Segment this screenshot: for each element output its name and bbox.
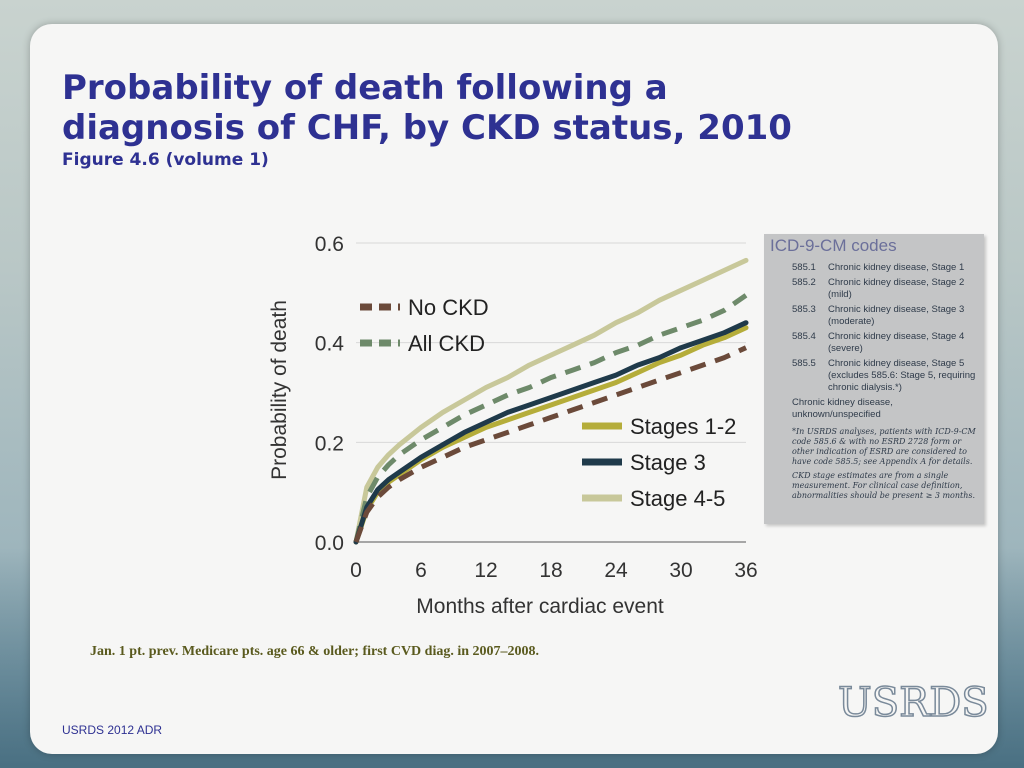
- usrds-logo: USRDS: [837, 679, 989, 727]
- x-tick-label: 0: [350, 559, 362, 582]
- x-tick-label: 18: [539, 559, 562, 582]
- x-tick-label: 12: [474, 559, 497, 582]
- code-row: 585.3 Chronic kidney disease, Stage 3 (m…: [792, 304, 984, 328]
- code-description: Chronic kidney disease, Stage 3 (moderat…: [828, 304, 965, 327]
- legend-label: No CKD: [408, 295, 489, 320]
- code-row: 585.5 Chronic kidney disease, Stage 5 (e…: [792, 358, 984, 394]
- legend-label: Stage 4-5: [630, 486, 725, 511]
- series-line-stage-4-5: [353, 257, 749, 545]
- series-line-no-ckd: [353, 345, 748, 543]
- y-tick-label: 0.4: [315, 333, 345, 356]
- y-tick-label: 0.2: [315, 432, 344, 455]
- code-row: 585.2 Chronic kidney disease, Stage 2 (m…: [792, 277, 984, 301]
- codes-panel-title: ICD-9-CM codes: [770, 236, 897, 255]
- icd-codes-panel: ICD-9-CM codes 585.1 Chronic kidney dise…: [764, 234, 984, 524]
- code-number: 585.5: [792, 358, 816, 369]
- code-description: Chronic kidney disease, Stage 2 (mild): [828, 277, 965, 300]
- series-line-all-ckd: [353, 293, 748, 543]
- legend-label: All CKD: [408, 331, 485, 356]
- codes-list: 585.1 Chronic kidney disease, Stage 1 58…: [764, 262, 984, 394]
- codes-note-stage-estimates: CKD stage estimates are from a single me…: [792, 471, 976, 500]
- y-axis-label: Probability of death: [268, 300, 291, 480]
- chart-footnote: Jan. 1 pt. prev. Medicare pts. age 66 & …: [90, 644, 540, 659]
- codes-note-esrd: *In USRDS analyses, patients with ICD-9-…: [792, 427, 976, 466]
- code-unspecified: Chronic kidney disease, unknown/unspecif…: [792, 397, 893, 420]
- legend-label: Stage 3: [630, 450, 706, 475]
- chart-legend: No CKD All CKD Stages 1-2 Stage 3 Stage 4-5: [360, 295, 736, 511]
- code-description: Chronic kidney disease, Stage 1: [828, 262, 965, 273]
- chart-ticks: 0.0 0.2 0.4 0.6 0 6 12 18 24 30 36: [315, 233, 758, 582]
- slide-subtitle: Figure 4.6 (volume 1): [62, 150, 269, 170]
- code-number: 585.3: [792, 304, 816, 315]
- x-tick-label: 36: [734, 559, 757, 582]
- y-tick-label: 0.6: [315, 233, 344, 256]
- code-description: Chronic kidney disease, Stage 5 (exclude…: [828, 358, 976, 393]
- line-chart: 0.0 0.2 0.4 0.6 0 6 12 18 24 30 36 No CKD All CKD St…: [268, 233, 758, 618]
- x-tick-label: 24: [604, 559, 628, 582]
- series-line-stage-3: [353, 320, 749, 545]
- y-tick-label: 0.0: [315, 532, 344, 555]
- slide-title: Probability of death following a diagnos…: [62, 68, 792, 148]
- chart-series: [353, 257, 749, 545]
- chart-grid: [356, 242, 746, 543]
- code-row: 585.1 Chronic kidney disease, Stage 1: [792, 262, 984, 274]
- code-number: 585.2: [792, 277, 816, 288]
- footer-label: USRDS 2012 ADR: [62, 723, 163, 737]
- code-number: 585.1: [792, 262, 816, 273]
- x-axis-label: Months after cardiac event: [416, 595, 664, 618]
- x-tick-label: 6: [415, 559, 427, 582]
- legend-label: Stages 1-2: [630, 414, 736, 439]
- code-number: 585.4: [792, 331, 816, 342]
- code-description: Chronic kidney disease, Stage 4 (severe): [828, 331, 965, 354]
- code-row: 585.4 Chronic kidney disease, Stage 4 (s…: [792, 331, 984, 355]
- x-tick-label: 30: [669, 559, 692, 582]
